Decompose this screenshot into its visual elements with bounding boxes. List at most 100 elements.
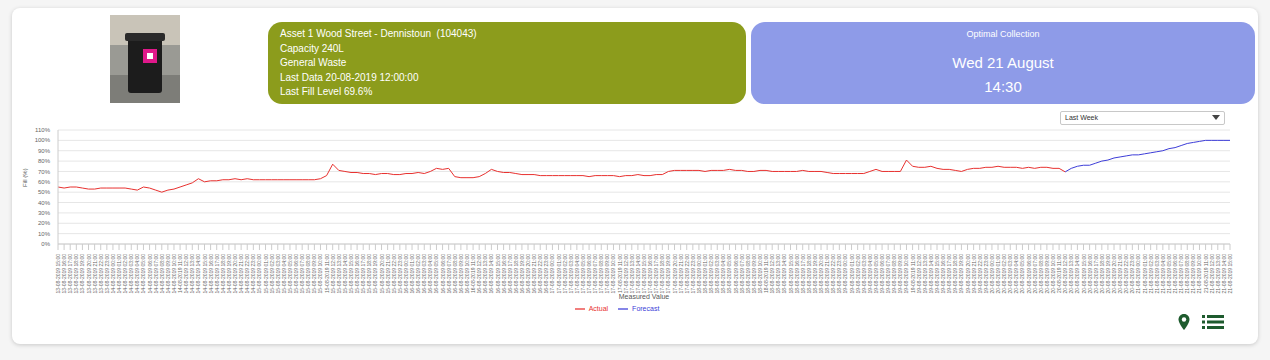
svg-text:16-08-2019 02:00: 16-08-2019 02:00 [415,254,421,294]
svg-text:17-08-2019 17:00: 17-08-2019 17:00 [653,254,659,294]
svg-text:14-08-2019 13:00: 14-08-2019 13:00 [189,254,195,294]
svg-text:16-08-2019 13:00: 16-08-2019 13:00 [482,254,488,294]
svg-text:16-08-2019 19:00: 16-08-2019 19:00 [519,254,525,294]
svg-text:21-08-2019 02:00: 21-08-2019 02:00 [1148,254,1154,294]
svg-text:14-08-2019 08:00: 14-08-2019 08:00 [159,254,165,294]
svg-text:16-08-2019 16:00: 16-08-2019 16:00 [501,254,507,294]
svg-text:15-08-2019 18:00: 15-08-2019 18:00 [366,254,372,294]
svg-text:19-08-2019 20:00: 19-08-2019 20:00 [965,254,971,294]
svg-text:21-08-2019 15:00: 21-08-2019 15:00 [1227,254,1233,294]
svg-text:13-08-2019 21:00: 13-08-2019 21:00 [92,254,98,294]
svg-text:20-08-2019 00:00: 20-08-2019 00:00 [989,254,995,294]
svg-text:15-08-2019 06:00: 15-08-2019 06:00 [293,254,299,294]
svg-text:14-08-2019 03:00: 14-08-2019 03:00 [128,254,134,294]
svg-text:17-08-2019 18:00: 17-08-2019 18:00 [659,254,665,294]
svg-text:16-08-2019 10:00: 16-08-2019 10:00 [464,254,470,294]
svg-text:17-08-2019 06:00: 17-08-2019 06:00 [586,254,592,294]
svg-text:15-08-2019 10:00: 15-08-2019 10:00 [317,254,323,294]
svg-text:20-08-2019 12:00: 20-08-2019 12:00 [1062,254,1068,294]
svg-text:18-08-2019 15:00: 18-08-2019 15:00 [788,254,794,294]
svg-text:16-08-2019 09:00: 16-08-2019 09:00 [458,254,464,294]
svg-text:15-08-2019 07:00: 15-08-2019 07:00 [299,254,305,294]
svg-text:14-08-2019 14:00: 14-08-2019 14:00 [195,254,201,294]
svg-text:19-08-2019 18:00: 19-08-2019 18:00 [952,254,958,294]
svg-text:17-08-2019 13:00: 17-08-2019 13:00 [629,254,635,294]
svg-text:21-08-2019 00:00: 21-08-2019 00:00 [1135,254,1141,294]
svg-text:16-08-2019 01:00: 16-08-2019 01:00 [409,254,415,294]
svg-text:20-08-2019 07:00: 20-08-2019 07:00 [1032,254,1038,294]
svg-text:15-08-2019 04:00: 15-08-2019 04:00 [281,254,287,294]
svg-text:20%: 20% [38,220,51,226]
svg-text:13-08-2019 15:00: 13-08-2019 15:00 [55,254,61,294]
svg-text:19-08-2019 08:00: 19-08-2019 08:00 [891,254,897,294]
svg-text:16-08-2019 15:00: 16-08-2019 15:00 [495,254,501,294]
svg-text:17-08-2019 11:00: 17-08-2019 11:00 [617,254,623,293]
svg-text:14-08-2019 11:00: 14-08-2019 11:00 [177,254,183,293]
svg-text:16-08-2019 20:00: 16-08-2019 20:00 [525,254,531,294]
svg-text:20-08-2019 17:00: 20-08-2019 17:00 [1093,254,1099,294]
svg-text:21-08-2019 09:00: 21-08-2019 09:00 [1190,254,1196,294]
svg-text:15-08-2019 02:00: 15-08-2019 02:00 [269,254,275,294]
svg-text:19-08-2019 03:00: 19-08-2019 03:00 [861,254,867,294]
svg-text:15-08-2019 00:00: 15-08-2019 00:00 [256,254,262,294]
svg-text:19-08-2019 01:00: 19-08-2019 01:00 [849,254,855,294]
svg-text:14-08-2019 19:00: 14-08-2019 19:00 [226,254,232,294]
svg-text:17-08-2019 09:00: 17-08-2019 09:00 [604,254,610,294]
svg-text:18-08-2019 04:00: 18-08-2019 04:00 [720,254,726,294]
svg-text:16-08-2019 00:00: 16-08-2019 00:00 [403,254,409,294]
svg-text:19-08-2019 22:00: 19-08-2019 22:00 [977,254,983,294]
svg-text:14-08-2019 20:00: 14-08-2019 20:00 [232,254,238,294]
svg-text:10%: 10% [38,231,51,237]
svg-text:17-08-2019 04:00: 17-08-2019 04:00 [574,254,580,294]
svg-text:21-08-2019 14:00: 21-08-2019 14:00 [1221,254,1227,294]
svg-text:15-08-2019 22:00: 15-08-2019 22:00 [391,254,397,294]
svg-text:19-08-2019 09:00: 19-08-2019 09:00 [897,254,903,294]
svg-text:18-08-2019 11:00: 18-08-2019 11:00 [763,254,769,293]
svg-text:18-08-2019 03:00: 18-08-2019 03:00 [714,254,720,294]
svg-text:21-08-2019 12:00: 21-08-2019 12:00 [1209,254,1215,294]
svg-text:18-08-2019 19:00: 18-08-2019 19:00 [812,254,818,294]
svg-text:14-08-2019 04:00: 14-08-2019 04:00 [134,254,140,294]
svg-text:20-08-2019 15:00: 20-08-2019 15:00 [1081,254,1087,294]
svg-text:18-08-2019 14:00: 18-08-2019 14:00 [781,254,787,294]
svg-text:14-08-2019 05:00: 14-08-2019 05:00 [140,254,146,294]
svg-text:13-08-2019 23:00: 13-08-2019 23:00 [104,254,110,294]
svg-text:18-08-2019 23:00: 18-08-2019 23:00 [836,254,842,294]
svg-text:18-08-2019 17:00: 18-08-2019 17:00 [800,254,806,294]
svg-text:19-08-2019 21:00: 19-08-2019 21:00 [971,254,977,294]
svg-text:17-08-2019 07:00: 17-08-2019 07:00 [592,254,598,294]
svg-text:14-08-2019 18:00: 14-08-2019 18:00 [220,254,226,294]
svg-text:20-08-2019 08:00: 20-08-2019 08:00 [1038,254,1044,294]
svg-text:18-08-2019 21:00: 18-08-2019 21:00 [824,254,830,294]
svg-text:20-08-2019 23:00: 20-08-2019 23:00 [1129,254,1135,294]
svg-text:17-08-2019 21:00: 17-08-2019 21:00 [678,254,684,294]
svg-text:18-08-2019 06:00: 18-08-2019 06:00 [733,254,739,294]
svg-text:16-08-2019 11:00: 16-08-2019 11:00 [470,254,476,293]
svg-text:16-08-2019 03:00: 16-08-2019 03:00 [421,254,427,294]
svg-text:21-08-2019 13:00: 21-08-2019 13:00 [1215,254,1221,294]
svg-text:15-08-2019 03:00: 15-08-2019 03:00 [275,254,281,294]
svg-text:13-08-2019 18:00: 13-08-2019 18:00 [73,254,79,294]
svg-text:Measured Value: Measured Value [619,293,670,300]
svg-text:20-08-2019 03:00: 20-08-2019 03:00 [1007,254,1013,294]
svg-text:17-08-2019 19:00: 17-08-2019 19:00 [665,254,671,294]
svg-text:16-08-2019 22:00: 16-08-2019 22:00 [537,254,543,294]
svg-text:16-08-2019 23:00: 16-08-2019 23:00 [543,254,549,294]
svg-text:15-08-2019 13:00: 15-08-2019 13:00 [336,254,342,294]
svg-text:13-08-2019 20:00: 13-08-2019 20:00 [86,254,92,294]
svg-text:19-08-2019 15:00: 19-08-2019 15:00 [934,254,940,294]
svg-text:13-08-2019 19:00: 13-08-2019 19:00 [79,254,85,294]
svg-text:14-08-2019 06:00: 14-08-2019 06:00 [147,254,153,294]
svg-text:17-08-2019 03:00: 17-08-2019 03:00 [568,254,574,294]
svg-text:19-08-2019 16:00: 19-08-2019 16:00 [940,254,946,294]
svg-text:15-08-2019 20:00: 15-08-2019 20:00 [379,254,385,294]
svg-text:20-08-2019 16:00: 20-08-2019 16:00 [1087,254,1093,294]
svg-text:15-08-2019 14:00: 15-08-2019 14:00 [342,254,348,294]
svg-text:16-08-2019 05:00: 16-08-2019 05:00 [433,254,439,294]
svg-text:17-08-2019 01:00: 17-08-2019 01:00 [556,254,562,294]
svg-text:14-08-2019 23:00: 14-08-2019 23:00 [250,254,256,294]
svg-text:21-08-2019 03:00: 21-08-2019 03:00 [1154,254,1160,294]
svg-text:18-08-2019 13:00: 18-08-2019 13:00 [775,254,781,294]
svg-text:19-08-2019 10:00: 19-08-2019 10:00 [903,254,909,294]
svg-text:16-08-2019 18:00: 16-08-2019 18:00 [513,254,519,294]
